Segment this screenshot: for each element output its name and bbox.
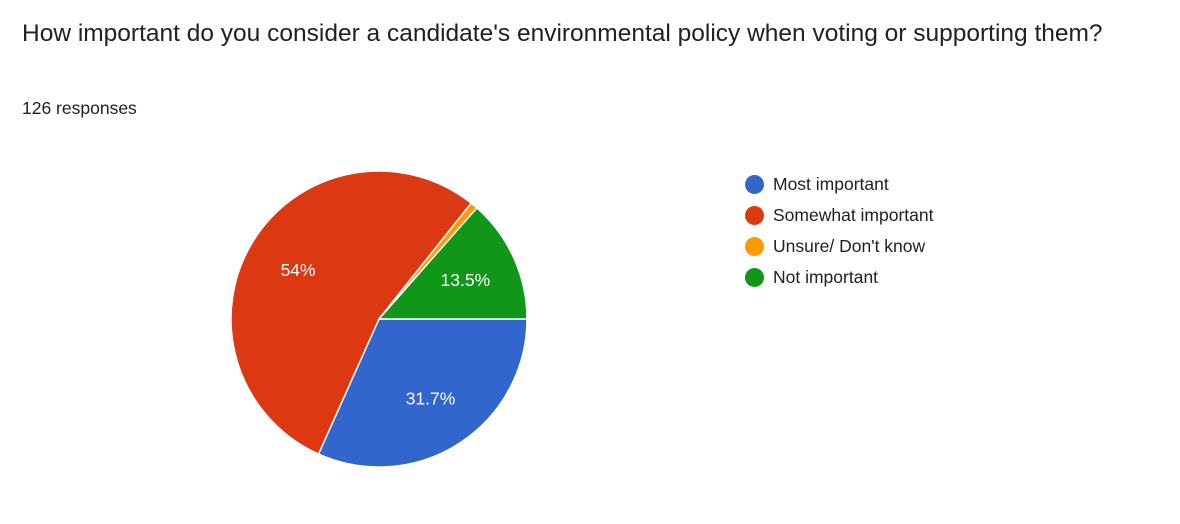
legend-label: Somewhat important	[773, 205, 934, 225]
legend: Most important Somewhat important Unsure/ …	[745, 169, 934, 293]
pie-label-somewhat-important: 54%	[281, 260, 316, 280]
legend-item-somewhat-important[interactable]: Somewhat important	[745, 200, 934, 231]
legend-swatch-icon	[745, 175, 764, 194]
legend-label: Not important	[773, 267, 879, 287]
legend-item-not-important[interactable]: Not important	[745, 262, 934, 293]
pie-slices	[230, 170, 528, 468]
pie-slice-most-important[interactable]	[317, 318, 528, 468]
pie-label-most-important: 31.7%	[406, 388, 456, 408]
legend-item-unsure-don-t-know[interactable]: Unsure/ Don't know	[745, 231, 934, 262]
legend-swatch-icon	[745, 268, 764, 287]
response-count: 126 responses	[22, 98, 137, 118]
pie-label-not-important: 13.5%	[441, 270, 491, 290]
question-title: How important do you consider a candidat…	[22, 20, 1103, 47]
legend-item-most-important[interactable]: Most important	[745, 169, 934, 200]
legend-label: Most important	[773, 174, 889, 194]
pie-slice-not-important[interactable]	[378, 207, 528, 320]
legend-label: Unsure/ Don't know	[773, 236, 926, 256]
pie-slice-somewhat-important[interactable]	[230, 170, 472, 455]
legend-swatch-icon	[745, 237, 764, 256]
legend-swatch-icon	[745, 206, 764, 225]
pie-labels: 31.7% 54% 13.5%	[281, 260, 491, 409]
